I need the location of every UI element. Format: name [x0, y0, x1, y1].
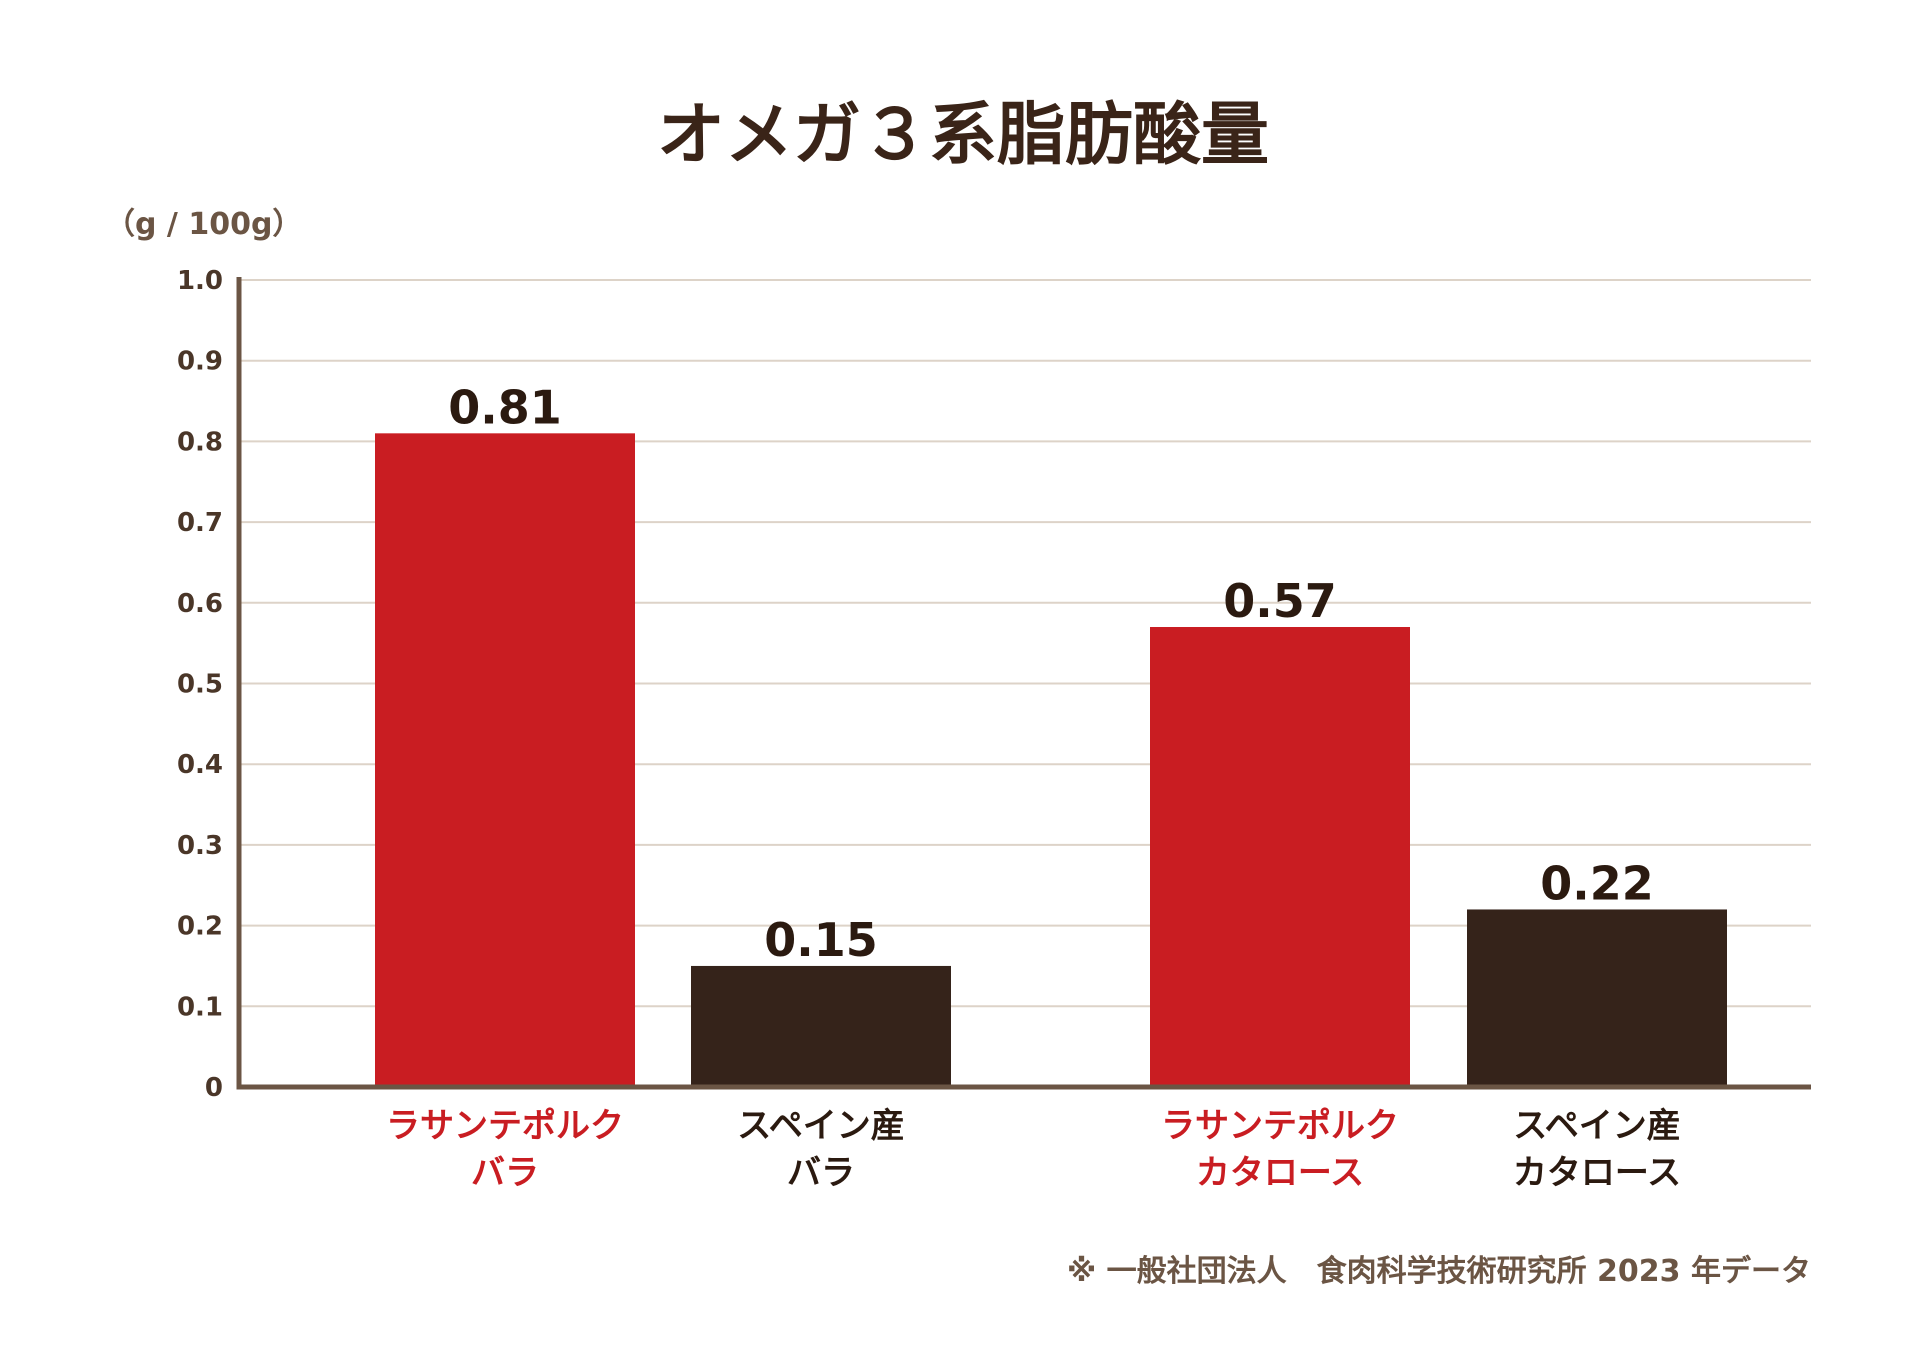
y-tick-label: 0.9: [177, 347, 223, 377]
category-label: スペイン産: [1513, 1106, 1681, 1146]
bar: [691, 965, 951, 1087]
y-tick-label: 0: [205, 1073, 223, 1103]
bar: [1467, 909, 1727, 1087]
category-label: スペイン産: [737, 1106, 905, 1146]
source-note: ※ 一般社団法人 食肉科学技術研究所 2023 年データ: [1067, 1254, 1811, 1289]
value-labels: 0.81 0.15 0.57 0.22: [448, 380, 1654, 967]
bar-value-label: 0.22: [1540, 856, 1654, 910]
category-label: ラサンテポルク: [386, 1106, 624, 1146]
axes: [236, 277, 1811, 1090]
y-tick-label: 1.0: [177, 266, 223, 296]
y-tick-label: 0.2: [177, 912, 223, 942]
y-tick-label: 0.7: [177, 508, 223, 538]
category-label: バラ: [471, 1153, 539, 1193]
y-tick-label: 0.8: [177, 427, 223, 457]
y-tick-label: 0.5: [177, 670, 223, 700]
category-label: バラ: [787, 1153, 855, 1193]
bar: [375, 433, 635, 1088]
bar-value-label: 0.15: [764, 913, 878, 967]
category-label: カタロース: [1513, 1153, 1681, 1193]
y-tick-label: 0.1: [177, 992, 223, 1022]
bars: [375, 433, 1727, 1088]
bar-value-label: 0.81: [448, 380, 562, 434]
bar: [1150, 627, 1410, 1087]
y-tick-label: 0.4: [177, 750, 223, 780]
y-axis-ticks: 0 0.1 0.2 0.3 0.4 0.5 0.6 0.7 0.8 0.9 1.0: [177, 266, 223, 1103]
category-label: ラサンテポルク: [1161, 1106, 1399, 1146]
y-tick-label: 0.3: [177, 831, 223, 861]
bar-value-label: 0.57: [1223, 574, 1337, 628]
chart-title: オメガ３系脂肪酸量: [657, 96, 1269, 175]
category-label: カタロース: [1196, 1153, 1364, 1193]
y-axis-unit-label: （g / 100g）: [105, 207, 302, 242]
y-tick-label: 0.6: [177, 589, 223, 619]
